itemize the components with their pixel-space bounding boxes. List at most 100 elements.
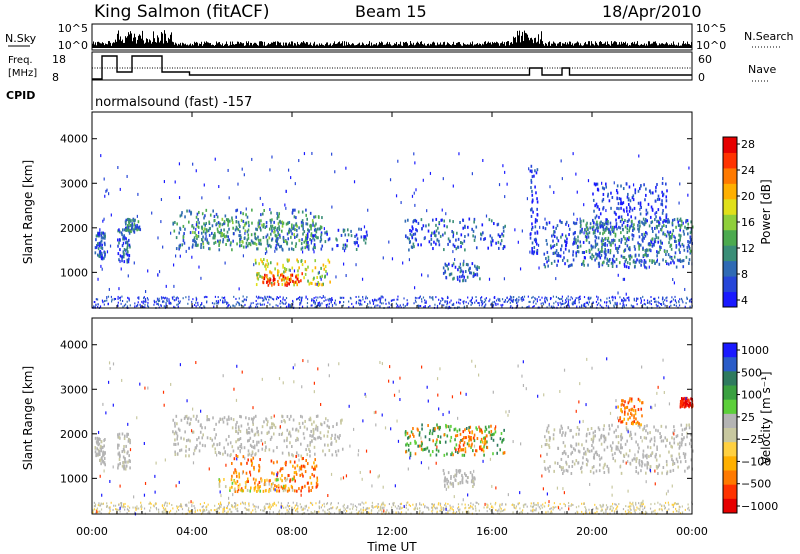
echo-cell — [99, 438, 101, 442]
nsky-bar — [616, 42, 617, 48]
echo-cell — [499, 504, 501, 507]
echo-cell — [543, 505, 546, 508]
nsky-bar — [371, 42, 372, 48]
echo-cell — [152, 504, 155, 507]
echo-cell — [537, 503, 539, 506]
echo-cell — [238, 234, 240, 238]
echo-cell — [518, 296, 520, 299]
nsky-bar — [263, 45, 264, 48]
echo-cell — [453, 244, 456, 248]
echo-cell — [409, 228, 411, 232]
nsky-bar — [456, 43, 457, 48]
echo-cell — [599, 231, 601, 235]
echo-cell — [666, 249, 668, 253]
echo-cell — [613, 230, 615, 234]
echo-cell — [175, 510, 178, 513]
echo-cell — [206, 301, 208, 304]
echo-cell — [665, 182, 667, 186]
echo-cell — [620, 254, 623, 258]
echo-cell — [622, 187, 625, 191]
echo-cell — [658, 250, 660, 254]
echo-cell — [583, 296, 586, 299]
nsky-bar — [568, 44, 569, 48]
echo-cell — [179, 243, 182, 247]
echo-cell — [321, 216, 323, 220]
nsky-bar — [581, 45, 582, 48]
echo-cell — [101, 458, 103, 462]
echo-cell — [164, 502, 166, 505]
echo-cell — [455, 510, 458, 513]
echo-cell — [581, 251, 584, 255]
echo-cell — [323, 434, 325, 438]
echo-cell — [382, 296, 384, 299]
echo-cell — [222, 509, 224, 512]
echo-cell — [470, 301, 472, 304]
nsky-bar — [369, 41, 370, 48]
echo-cell — [281, 272, 283, 276]
echo-cell — [687, 222, 689, 226]
echo-cell — [165, 509, 167, 512]
echo-cell — [291, 225, 293, 229]
nsky-bar — [313, 43, 314, 48]
echo-cell — [601, 245, 603, 249]
echo-cell — [254, 237, 257, 241]
nsky-bar — [637, 41, 638, 48]
echo-cell — [623, 209, 625, 213]
echo-cell — [408, 237, 410, 241]
nsky-bar — [586, 44, 587, 48]
echo-cell — [483, 506, 485, 509]
echo-cell — [95, 452, 98, 456]
echo-cell — [639, 243, 642, 247]
echo-cell — [312, 428, 315, 432]
echo-cell — [530, 509, 532, 512]
echo-cell — [616, 249, 619, 253]
echo-cell — [366, 297, 369, 300]
echo-cell — [579, 225, 582, 229]
echo-cell — [574, 302, 576, 305]
echo-cell — [173, 295, 175, 298]
echo-cell — [314, 234, 317, 238]
echo-cell — [597, 248, 600, 252]
echo-cell — [497, 240, 500, 244]
echo-cell — [235, 508, 237, 511]
echo-cell — [258, 295, 260, 298]
echo-cell — [431, 218, 434, 222]
echo-cell — [664, 507, 666, 510]
echo-cell — [102, 219, 104, 223]
echo-cell — [218, 507, 220, 510]
echo-cell — [95, 511, 97, 514]
nsky-bar — [392, 45, 393, 48]
echo-cell — [247, 220, 250, 224]
echo-cell — [456, 277, 459, 281]
echo-cell — [380, 302, 383, 305]
nsky-bar — [382, 42, 383, 48]
echo-cell — [181, 508, 184, 511]
echo-cell — [631, 503, 633, 506]
nsky-bar — [249, 45, 250, 48]
freq-label: Freq. — [8, 55, 33, 66]
echo-cell — [665, 253, 667, 257]
echo-cell — [513, 504, 515, 507]
echo-cell — [319, 303, 321, 306]
echo-cell — [98, 450, 100, 454]
echo-cell — [300, 454, 303, 458]
echo-cell — [331, 453, 334, 457]
echo-cell — [630, 215, 632, 219]
echo-cell — [588, 508, 590, 511]
echo-cell — [252, 417, 254, 421]
echo-cell — [228, 501, 230, 504]
echo-cell — [563, 302, 565, 305]
echo-cell — [140, 505, 142, 508]
echo-cell — [102, 301, 104, 304]
echo-cell — [236, 420, 238, 424]
echo-cell — [502, 244, 505, 248]
echo-cell — [282, 238, 285, 242]
echo-cell — [178, 196, 181, 200]
echo-cell — [591, 257, 593, 261]
echo-cell — [681, 242, 684, 246]
echo-cell — [301, 210, 304, 214]
echo-cell — [664, 304, 666, 307]
echo-cell — [280, 502, 283, 505]
echo-cell — [294, 244, 297, 248]
echo-cell — [118, 258, 120, 262]
